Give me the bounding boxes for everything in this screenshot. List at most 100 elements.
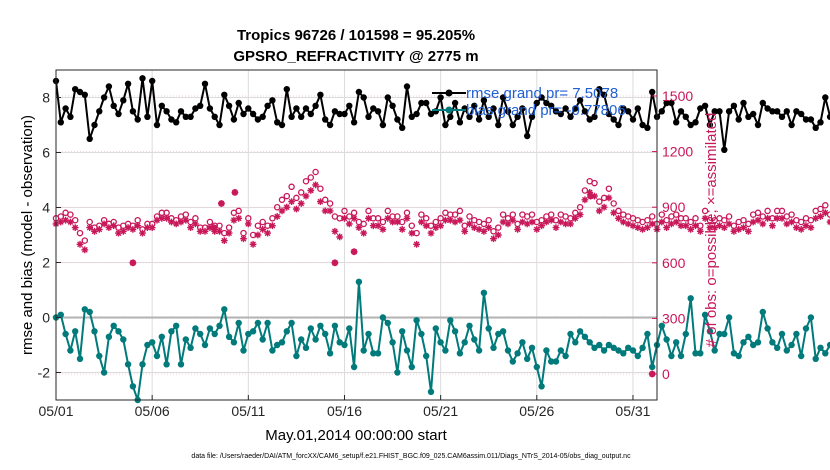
point-rmse-102 [543, 99, 550, 107]
point-bias-54 [312, 336, 319, 343]
point-bias-33 [211, 330, 218, 338]
point-bias-133 [692, 350, 699, 357]
point-obs-assimilated-61 [345, 220, 353, 228]
point-obs-possible-49 [288, 183, 295, 191]
point-bias-111 [586, 339, 593, 346]
point-rmse-36 [225, 102, 233, 110]
point-rmse-118 [620, 105, 627, 112]
point-obs-assimilated-32 [206, 224, 214, 231]
point-bias-147 [759, 308, 766, 316]
point-bias-77 [423, 352, 430, 360]
point-obs-possible-69 [384, 207, 392, 215]
point-rmse-31 [201, 80, 209, 88]
point-obs-possible-38 [235, 207, 242, 215]
point-bias-19 [144, 341, 151, 349]
point-obs-assimilated-48 [283, 203, 291, 211]
point-bias-108 [572, 339, 579, 346]
point-rmse-149 [769, 108, 776, 115]
y-tick-left-3: 4 [42, 200, 50, 216]
point-rmse-26 [177, 108, 185, 115]
point-obs-assimilated-10 [100, 220, 108, 228]
point-bias-95 [509, 358, 516, 365]
point-rmse-98 [524, 132, 531, 140]
point-rmse-136 [706, 121, 714, 129]
point-obs-assimilated-77 [422, 222, 430, 230]
point-obs-assimilated-102 [543, 218, 550, 226]
point-rmse-90 [485, 113, 492, 121]
point-bias-48 [283, 328, 290, 335]
point-rmse-133 [692, 119, 699, 126]
point-bias-122 [639, 344, 646, 351]
point-obs-assimilated-136 [706, 224, 714, 231]
point-obs-assimilated-96 [514, 226, 521, 233]
point-rmse-148 [764, 105, 771, 112]
point-obs-possible-67 [374, 215, 382, 222]
point-bias-46 [274, 341, 281, 349]
point-rmse-45 [269, 97, 276, 104]
point-obs-assimilated-92 [494, 231, 502, 239]
point-obs-possible-113 [596, 198, 603, 205]
point-rmse-47 [278, 121, 286, 129]
point-obs-assimilated-139 [720, 224, 728, 231]
point-rmse-113 [596, 86, 603, 93]
point-obs-possible-89 [480, 220, 488, 228]
point-obs-assimilated-24 [168, 218, 175, 226]
point-rmse-93 [499, 94, 507, 101]
point-rmse-145 [750, 110, 757, 118]
point-obs-assimilated-65 [365, 214, 372, 222]
point-bias-107 [567, 330, 574, 338]
point-obs-possible-54 [312, 168, 319, 176]
point-bias-85 [461, 339, 468, 346]
point-rmse-92 [495, 121, 502, 129]
point-rmse-140 [725, 108, 733, 115]
point-rmse-152 [783, 108, 790, 115]
point-rmse-6 [81, 91, 89, 99]
point-obs-possible-148 [764, 207, 771, 215]
point-bias-114 [600, 347, 608, 354]
point-bias-128 [668, 352, 675, 360]
point-bias-154 [793, 330, 800, 338]
point-bias-153 [788, 341, 795, 349]
point-bias-55 [317, 322, 324, 329]
point-obs-assimilated-159 [817, 213, 824, 220]
point-obs-possible-48 [283, 192, 291, 200]
point-obs-assimilated-76 [418, 218, 425, 226]
point-bias-3 [67, 347, 74, 354]
point-bias-127 [663, 336, 670, 343]
point-rmse-14 [120, 97, 127, 104]
point-bias-131 [682, 330, 689, 338]
point-bias-18 [139, 361, 146, 368]
point-obs-assimilated-26 [177, 218, 185, 226]
point-obs-assimilated-123 [644, 224, 651, 231]
point-obs-assimilated-152 [783, 220, 791, 228]
point-obs-assimilated-9 [95, 226, 103, 233]
point-rmse-155 [798, 110, 805, 118]
point-obs-assimilated-145 [749, 218, 757, 226]
legend-bias-marker [445, 106, 453, 114]
point-rmse-130 [677, 108, 685, 115]
point-bias-87 [471, 336, 478, 343]
point-rmse-131 [682, 113, 689, 121]
point-bias-149 [769, 339, 776, 346]
point-bias-4 [72, 328, 79, 335]
point-obs-assimilated-134 [696, 227, 704, 235]
point-rmse-132 [687, 121, 694, 129]
point-bias-11 [105, 333, 113, 340]
point-bias-119 [625, 344, 632, 351]
point-bias-52 [302, 344, 310, 351]
point-bias-159 [817, 344, 824, 351]
point-rmse-70 [389, 102, 396, 110]
point-rmse-82 [447, 113, 454, 121]
point-obs-possible-6 [81, 237, 89, 244]
point-rmse-40 [245, 105, 252, 112]
point-bias-80 [437, 339, 444, 346]
point-bias-7 [86, 308, 93, 316]
point-obs-assimilated-21 [153, 216, 161, 224]
x-axis: 05/01 05/06 05/11 05/16 05/21 05/26 05/31 [38, 395, 651, 419]
point-obs-assimilated-153 [788, 218, 795, 226]
point-obs-assimilated-17 [134, 222, 142, 230]
point-obs-possible-83 [451, 211, 459, 218]
point-bias-72 [399, 328, 406, 335]
point-obs-assimilated-11 [105, 224, 113, 231]
point-rmse-69 [384, 94, 391, 101]
